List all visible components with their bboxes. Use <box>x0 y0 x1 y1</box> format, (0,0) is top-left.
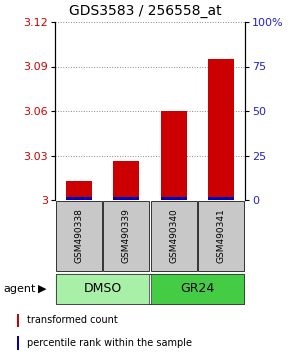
Bar <box>17 336 19 350</box>
Bar <box>113 161 139 200</box>
FancyBboxPatch shape <box>56 274 149 304</box>
FancyBboxPatch shape <box>198 201 244 271</box>
Text: GR24: GR24 <box>180 282 215 296</box>
Bar <box>66 197 92 200</box>
Bar <box>208 59 234 200</box>
Text: agent: agent <box>3 284 35 294</box>
Bar <box>208 197 234 200</box>
Bar <box>161 197 187 200</box>
FancyBboxPatch shape <box>151 201 197 271</box>
Bar <box>17 314 19 327</box>
FancyBboxPatch shape <box>104 201 149 271</box>
FancyBboxPatch shape <box>151 274 244 304</box>
Text: percentile rank within the sample: percentile rank within the sample <box>27 338 192 348</box>
FancyBboxPatch shape <box>56 201 102 271</box>
Text: GSM490341: GSM490341 <box>217 209 226 263</box>
Text: GSM490340: GSM490340 <box>169 209 178 263</box>
Text: ▶: ▶ <box>38 284 46 294</box>
Text: GDS3583 / 256558_at: GDS3583 / 256558_at <box>69 4 221 18</box>
Bar <box>161 111 187 200</box>
Bar <box>66 181 92 200</box>
Bar <box>113 197 139 200</box>
Text: GSM490338: GSM490338 <box>74 209 83 263</box>
Text: transformed count: transformed count <box>27 315 118 325</box>
Text: GSM490339: GSM490339 <box>122 209 131 263</box>
Text: DMSO: DMSO <box>84 282 122 296</box>
